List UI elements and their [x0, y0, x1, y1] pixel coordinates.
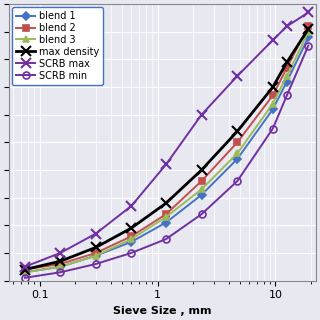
blend 1	[285, 80, 289, 84]
SCRB min	[94, 262, 98, 266]
SCRB min	[59, 270, 62, 274]
Line: blend 3: blend 3	[22, 29, 311, 275]
max density	[236, 129, 239, 133]
max density	[130, 226, 133, 230]
SCRB max	[94, 232, 98, 236]
blend 1	[59, 265, 62, 269]
SCRB min	[236, 179, 239, 183]
SCRB max	[23, 265, 27, 269]
blend 3	[59, 265, 62, 269]
blend 2	[200, 179, 204, 183]
SCRB max	[200, 113, 204, 117]
max density	[307, 27, 310, 31]
blend 1	[164, 220, 168, 224]
blend 3	[94, 254, 98, 258]
blend 3	[307, 30, 310, 34]
blend 3	[130, 237, 133, 241]
blend 1	[200, 193, 204, 197]
Line: SCRB max: SCRB max	[20, 8, 313, 272]
blend 1	[307, 36, 310, 39]
max density	[200, 168, 204, 172]
blend 3	[23, 270, 27, 274]
blend 3	[285, 74, 289, 78]
blend 1	[130, 240, 133, 244]
SCRB min	[23, 276, 27, 280]
SCRB min	[164, 237, 168, 241]
blend 3	[236, 151, 239, 155]
blend 3	[271, 102, 275, 106]
max density	[59, 259, 62, 263]
SCRB min	[130, 251, 133, 255]
SCRB max	[59, 251, 62, 255]
SCRB min	[285, 93, 289, 97]
blend 2	[307, 24, 310, 28]
SCRB max	[130, 204, 133, 208]
max density	[94, 245, 98, 249]
blend 2	[59, 262, 62, 266]
max density	[23, 268, 27, 271]
SCRB max	[164, 163, 168, 166]
Line: max density: max density	[20, 24, 313, 274]
blend 1	[94, 254, 98, 258]
blend 2	[130, 235, 133, 238]
blend 3	[200, 188, 204, 191]
SCRB max	[307, 11, 310, 14]
SCRB max	[285, 24, 289, 28]
max density	[285, 60, 289, 64]
max density	[164, 201, 168, 205]
max density	[271, 85, 275, 89]
blend 1	[236, 157, 239, 161]
blend 1	[271, 107, 275, 111]
SCRB min	[200, 212, 204, 216]
SCRB min	[307, 44, 310, 48]
blend 2	[271, 93, 275, 97]
Line: blend 2: blend 2	[22, 23, 311, 272]
SCRB max	[271, 38, 275, 42]
blend 2	[164, 212, 168, 216]
blend 2	[285, 66, 289, 70]
SCRB min	[271, 127, 275, 131]
blend 2	[94, 251, 98, 255]
Legend: blend 1, blend 2, blend 3, max density, SCRB max, SCRB min: blend 1, blend 2, blend 3, max density, …	[12, 7, 103, 84]
Line: blend 1: blend 1	[22, 35, 311, 275]
blend 3	[164, 215, 168, 219]
blend 2	[236, 140, 239, 144]
blend 1	[23, 270, 27, 274]
Line: SCRB min: SCRB min	[21, 42, 312, 281]
SCRB max	[236, 74, 239, 78]
X-axis label: Sieve Size , mm: Sieve Size , mm	[113, 306, 212, 316]
blend 2	[23, 268, 27, 271]
